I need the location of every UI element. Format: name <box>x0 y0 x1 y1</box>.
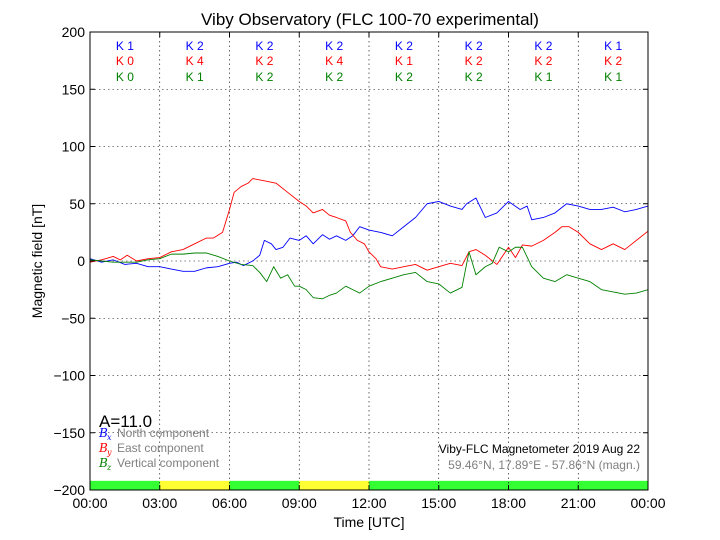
legend-symbol: B <box>98 456 108 470</box>
legend-subscript: y <box>106 448 112 457</box>
y-tick-label: −200 <box>53 482 85 498</box>
k-index-x: K 2 <box>186 39 204 53</box>
info-station: Viby-FLC Magnetometer 2019 Aug 22 <box>439 442 641 456</box>
y-tick-label: 0 <box>77 253 85 269</box>
y-axis-ticks: 200 150 100 50 0 −50 −100 −150 −200 <box>53 24 648 498</box>
y-tick-label: −50 <box>61 310 85 326</box>
legend-label: East component <box>117 441 204 455</box>
k-index-y: K 2 <box>604 54 622 68</box>
k-index-x: K 1 <box>116 39 134 53</box>
x-axis-ticks: 00:00 03:00 06:00 09:00 12:00 15:00 18:00 21:00… <box>72 32 666 511</box>
a-index-label: A=11.0 <box>99 412 152 431</box>
chart-title: Viby Observatory (FLC 100-70 experimenta… <box>201 10 539 29</box>
y-tick-label: 150 <box>62 81 86 97</box>
k-index-x: K 2 <box>534 39 552 53</box>
k-index-x: K 1 <box>604 39 622 53</box>
x-axis-label: Time [UTC] <box>333 514 404 530</box>
daylight-segment <box>90 480 160 490</box>
x-tick-label: 21:00 <box>561 495 596 511</box>
k-index-z: K 2 <box>325 70 343 84</box>
k-index-y: K 2 <box>465 54 483 68</box>
k-index-z: K 1 <box>186 70 204 84</box>
k-index-x: K 2 <box>395 39 413 53</box>
k-index-y: K 2 <box>534 54 552 68</box>
legend-subscript: z <box>106 463 112 472</box>
k-index-z: K 2 <box>465 70 483 84</box>
gridlines <box>90 32 648 490</box>
series-line-y <box>90 178 648 271</box>
k-index-z: K 1 <box>534 70 552 84</box>
x-tick-label: 18:00 <box>491 495 526 511</box>
k-index-x: K 2 <box>325 39 343 53</box>
k-index-z: K 1 <box>604 70 622 84</box>
series-line-x <box>90 197 648 272</box>
y-tick-label: 100 <box>62 139 86 155</box>
k-index-z: K 2 <box>395 70 413 84</box>
series-lines <box>90 178 648 300</box>
k-index-z: K 0 <box>116 70 134 84</box>
y-tick-label: −150 <box>53 425 85 441</box>
daylight-segment <box>159 480 230 490</box>
x-tick-label: 00:00 <box>72 495 107 511</box>
x-tick-label: 09:00 <box>282 495 317 511</box>
legend-label: North component <box>117 426 210 440</box>
x-tick-label: 06:00 <box>212 495 247 511</box>
k-index-y: K 0 <box>116 54 134 68</box>
legend-label: Vertical component <box>117 456 220 470</box>
k-index-x: K 2 <box>465 39 483 53</box>
y-tick-label: −100 <box>53 368 85 384</box>
legend-symbol: B <box>98 426 108 440</box>
y-tick-label: 200 <box>62 24 86 40</box>
k-index-y: K 4 <box>186 54 204 68</box>
y-tick-label: 50 <box>69 196 85 212</box>
legend-symbol: B <box>98 441 108 455</box>
plot-area <box>90 178 648 300</box>
daylight-segment <box>229 480 300 490</box>
series-line-z <box>90 246 648 300</box>
x-tick-label: 15:00 <box>421 495 456 511</box>
x-tick-label: 12:00 <box>351 495 386 511</box>
legend-subscript: x <box>107 433 112 442</box>
k-index-y: K 1 <box>395 54 413 68</box>
x-tick-label: 03:00 <box>142 495 177 511</box>
info-coordinates: 59.46°N, 17.89°E - 57.86°N (magn.) <box>448 458 640 472</box>
k-index-x: K 2 <box>255 39 273 53</box>
x-tick-label: 00:00 <box>630 495 665 511</box>
k-index-y: K 4 <box>325 54 343 68</box>
k-index-y: K 2 <box>255 54 273 68</box>
y-axis-label: Magnetic field [nT] <box>29 204 45 318</box>
k-index-z: K 2 <box>255 70 273 84</box>
daylight-segment <box>299 480 369 490</box>
